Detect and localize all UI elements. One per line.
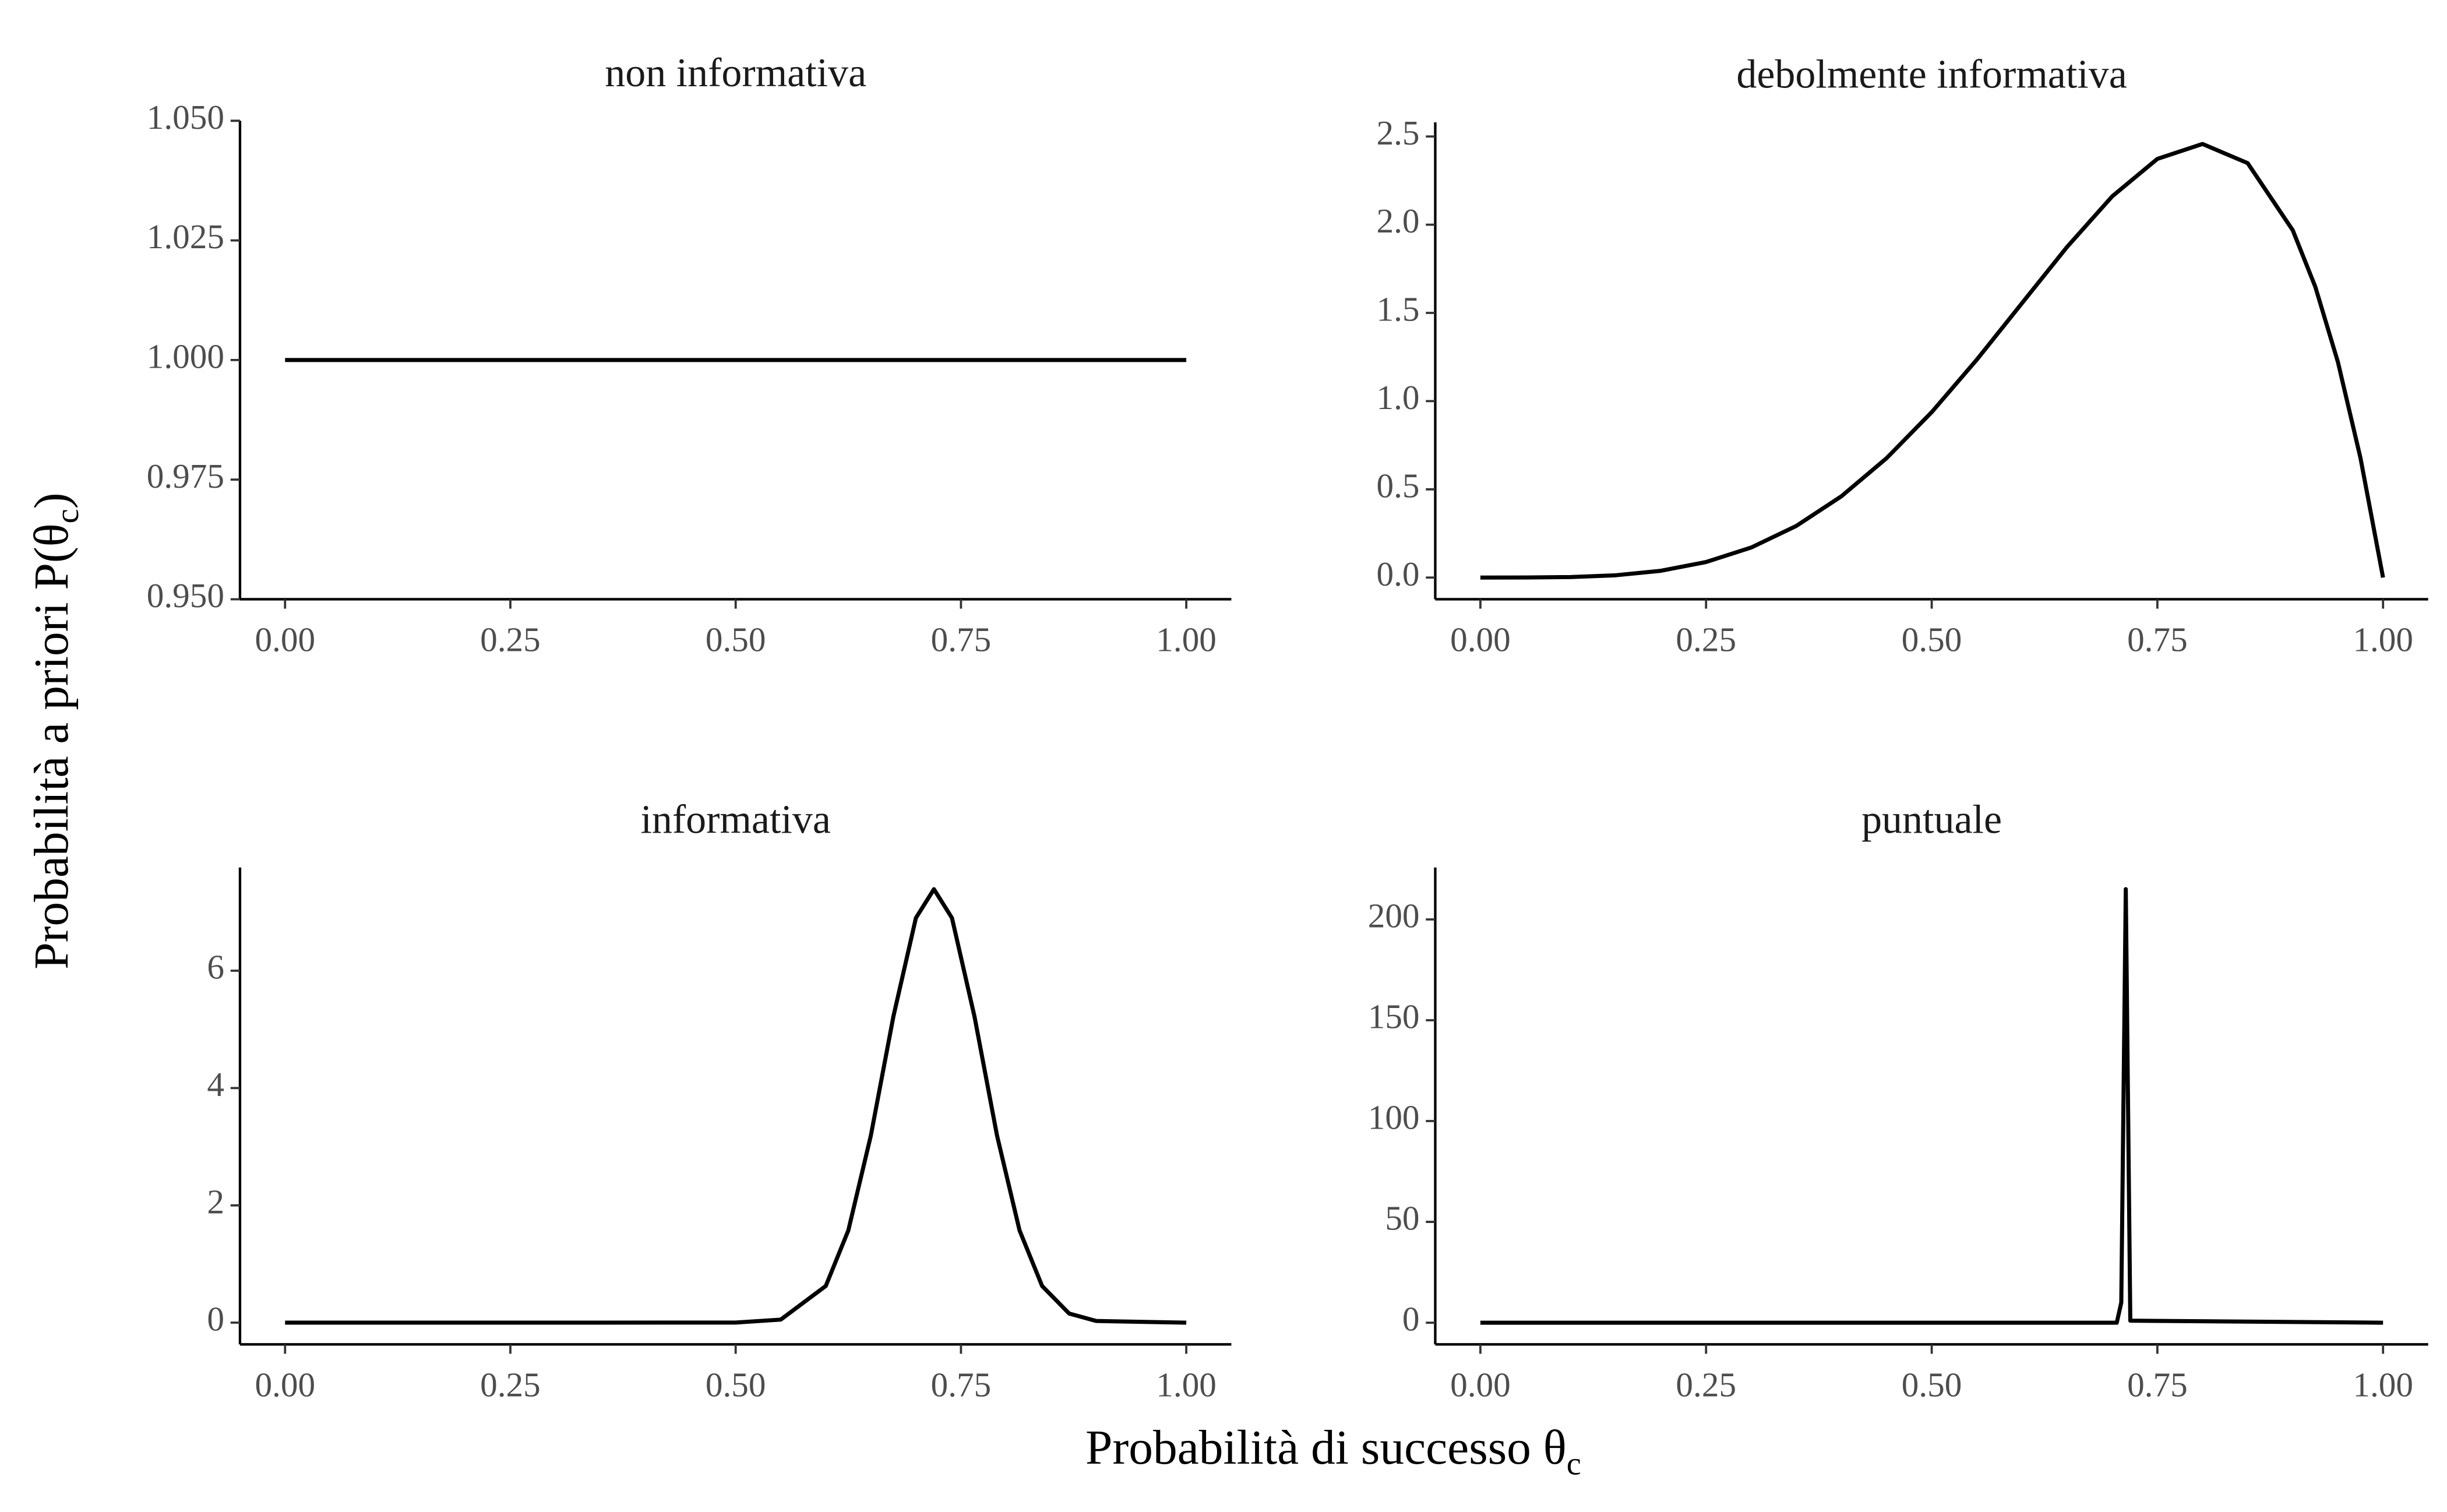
panel-title: informativa xyxy=(640,798,830,843)
x-tick-label: 0.25 xyxy=(480,1365,541,1404)
y-tick-label: 1.050 xyxy=(147,98,224,136)
x-tick-label: 1.00 xyxy=(2353,620,2413,658)
data-line xyxy=(1480,142,2385,580)
y-tick-label: 1.000 xyxy=(147,337,224,375)
y-tick-label: 100 xyxy=(1368,1098,1420,1137)
panel-title: non informativa xyxy=(605,51,866,96)
x-tick-label: 0.25 xyxy=(480,620,541,658)
x-tick-label: 0.50 xyxy=(1902,1365,1962,1404)
y-tick-label: 200 xyxy=(1368,897,1420,935)
x-axis-title-sub: c xyxy=(1567,1446,1581,1482)
x-tick-label: 0.50 xyxy=(1902,620,1962,658)
y-axis-title-end: ) xyxy=(25,492,79,509)
y-tick-label: 0.0 xyxy=(1377,555,1420,593)
x-tick-label: 0.00 xyxy=(1450,620,1511,658)
y-tick-label: 4 xyxy=(207,1065,224,1104)
panel-title: debolmente informativa xyxy=(1736,52,2127,97)
data-line xyxy=(1480,887,2383,1325)
x-tick-label: 0.00 xyxy=(255,620,315,658)
x-tick-label: 0.50 xyxy=(706,1365,766,1404)
y-tick-label: 0 xyxy=(207,1300,224,1338)
x-tick-label: 0.75 xyxy=(2127,1365,2188,1404)
y-tick-label: 50 xyxy=(1385,1199,1419,1238)
y-tick-label: 2 xyxy=(207,1182,224,1221)
x-tick-label: 1.00 xyxy=(1156,1365,1217,1404)
x-tick-label: 0.25 xyxy=(1676,1365,1736,1404)
x-tick-label: 1.00 xyxy=(2353,1365,2413,1404)
y-axis-title: Probabilità a priori P(θc) xyxy=(25,492,86,969)
x-axis-title: Probabilità di successo θc xyxy=(1085,1421,1581,1482)
y-tick-label: 0.975 xyxy=(147,457,224,495)
y-tick-label: 2.0 xyxy=(1377,202,1420,240)
y-axis-title-sub: c xyxy=(50,509,86,523)
y-axis-title-text: Probabilità a priori P(θ xyxy=(25,523,79,969)
x-tick-label: 1.00 xyxy=(1156,620,1217,658)
y-tick-label: 6 xyxy=(207,948,224,986)
x-axis-title-text: Probabilità di successo θ xyxy=(1085,1421,1567,1475)
y-tick-label: 1.5 xyxy=(1377,290,1420,329)
y-tick-label: 1.025 xyxy=(147,217,224,256)
y-tick-label: 0.950 xyxy=(147,576,224,615)
x-tick-label: 0.75 xyxy=(2127,620,2188,658)
y-tick-label: 150 xyxy=(1368,998,1420,1036)
panel-title: puntuale xyxy=(1861,798,2002,843)
y-tick-label: 1.0 xyxy=(1377,378,1420,417)
x-tick-label: 0.50 xyxy=(706,620,766,658)
y-tick-label: 2.5 xyxy=(1377,114,1420,152)
x-tick-label: 0.75 xyxy=(931,1365,992,1404)
x-tick-label: 0.25 xyxy=(1676,620,1736,658)
x-tick-label: 0.00 xyxy=(255,1365,315,1404)
x-tick-label: 0.00 xyxy=(1450,1365,1511,1404)
y-tick-label: 0 xyxy=(1402,1300,1420,1338)
data-line xyxy=(285,887,1187,1325)
x-tick-label: 0.75 xyxy=(931,620,992,658)
y-tick-label: 0.5 xyxy=(1377,466,1420,505)
